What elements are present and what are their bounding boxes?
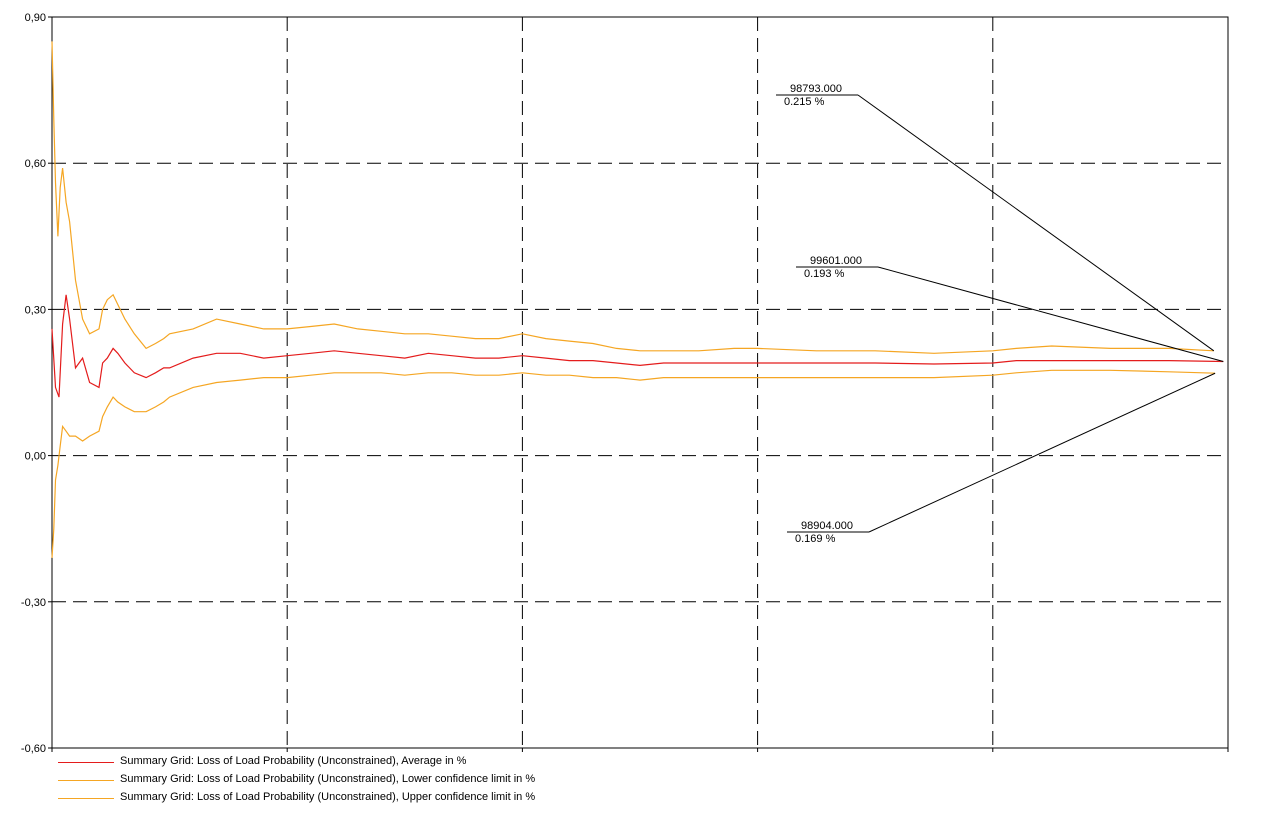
plot-area	[51, 16, 1229, 749]
y-tick-label: -0,60	[21, 743, 46, 755]
annotation-leader-line	[877, 266, 1224, 363]
legend-swatch-lower	[58, 780, 114, 781]
legend-swatch-average	[58, 762, 114, 763]
series-line-upper	[51, 41, 1214, 354]
series-line-lower	[51, 369, 1216, 558]
grid-lines	[52, 17, 1228, 748]
annotation-x-value: 98904.000	[801, 520, 853, 532]
legend-label-lower: Summary Grid: Loss of Load Probability (…	[120, 773, 536, 785]
axis-ticks: 0,900,600,300,00-0,30-0,601.00E+02.00E+4…	[21, 12, 1229, 755]
annotation-x-value: 98793.000	[790, 83, 842, 95]
y-tick-label: 0,00	[25, 451, 46, 463]
y-tick-label: 0,60	[25, 158, 46, 170]
annotation-leader-line	[857, 94, 1215, 352]
legend-swatch-upper	[58, 798, 114, 799]
y-tick-label: -0,30	[21, 597, 46, 609]
y-tick-label: 0,30	[25, 304, 46, 316]
legend-label-average: Summary Grid: Loss of Load Probability (…	[120, 755, 467, 767]
series-layer	[51, 41, 1224, 558]
y-tick-label: 0,90	[25, 12, 46, 24]
annotation-x-value: 99601.000	[810, 255, 862, 267]
annotation-leader-line	[868, 372, 1216, 533]
line-chart: 0,900,600,300,00-0,30-0,601.00E+02.00E+4…	[21, 12, 1229, 755]
legend-label-upper: Summary Grid: Loss of Load Probability (…	[120, 791, 536, 803]
annotation-y-value: 0.193 %	[804, 268, 845, 280]
annotation-y-value: 0.169 %	[795, 533, 836, 545]
annotation-y-value: 0.215 %	[784, 96, 825, 108]
series-line-average	[51, 294, 1224, 398]
